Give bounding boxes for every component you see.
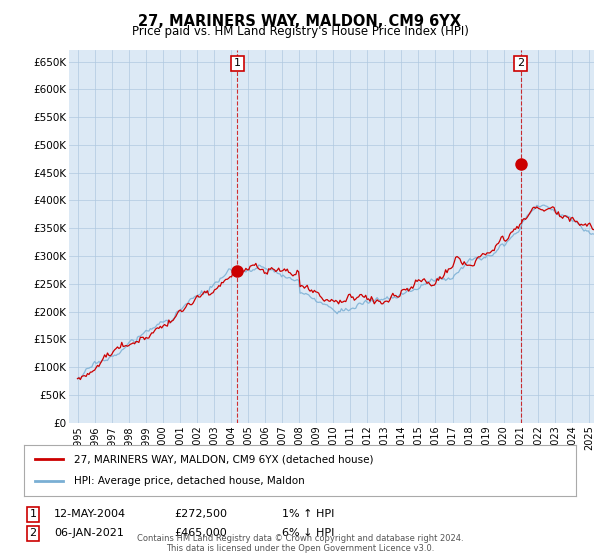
Text: 12-MAY-2004: 12-MAY-2004 <box>54 509 126 519</box>
Text: 06-JAN-2021: 06-JAN-2021 <box>54 528 124 538</box>
Text: Contains HM Land Registry data © Crown copyright and database right 2024.
This d: Contains HM Land Registry data © Crown c… <box>137 534 463 553</box>
Text: Price paid vs. HM Land Registry's House Price Index (HPI): Price paid vs. HM Land Registry's House … <box>131 25 469 38</box>
Text: 6% ↓ HPI: 6% ↓ HPI <box>282 528 334 538</box>
Text: 27, MARINERS WAY, MALDON, CM9 6YX: 27, MARINERS WAY, MALDON, CM9 6YX <box>139 14 461 29</box>
Text: £465,000: £465,000 <box>174 528 227 538</box>
Text: £272,500: £272,500 <box>174 509 227 519</box>
Text: 1% ↑ HPI: 1% ↑ HPI <box>282 509 334 519</box>
Text: 1: 1 <box>29 509 37 519</box>
Text: 2: 2 <box>29 528 37 538</box>
Text: 27, MARINERS WAY, MALDON, CM9 6YX (detached house): 27, MARINERS WAY, MALDON, CM9 6YX (detac… <box>74 454 373 464</box>
Text: 1: 1 <box>234 58 241 68</box>
Text: HPI: Average price, detached house, Maldon: HPI: Average price, detached house, Mald… <box>74 477 304 487</box>
Text: 2: 2 <box>517 58 524 68</box>
